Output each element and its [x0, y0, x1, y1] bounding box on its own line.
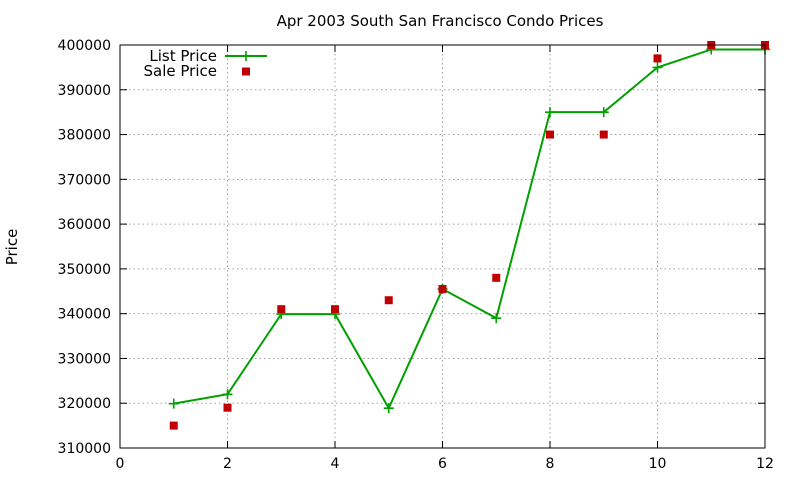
list-price-point [383, 403, 394, 414]
y-axis-label: Price [3, 229, 21, 266]
legend-label-sale-price: Sale Price [144, 62, 217, 80]
y-tick-label: 390000 [58, 83, 111, 99]
list-price-point [222, 389, 233, 400]
sale-price-point [546, 130, 554, 139]
sale-price-point [599, 130, 608, 139]
y-tick-label: 360000 [58, 217, 111, 233]
list-price-point [491, 313, 502, 324]
y-tick-label: 320000 [58, 396, 111, 412]
legend-marker-sale-price [242, 67, 250, 76]
sale-price-point [331, 305, 339, 314]
list-price-line [173, 48, 765, 411]
axis-ticks: 310000 320000 330000 340000 350000 360000 3700… [58, 38, 774, 472]
x-tick-label: 6 [438, 456, 447, 472]
legend-label-list-price: List Price [149, 47, 217, 65]
x-tick-label: 10 [649, 456, 667, 472]
x-tick-label: 4 [331, 456, 340, 472]
grid [120, 45, 765, 448]
legend: List Price Sale Price [144, 47, 267, 80]
list-price-point [168, 398, 179, 409]
y-tick-label: 380000 [58, 128, 111, 144]
list-price-point [598, 107, 609, 118]
chart-title: Apr 2003 South San Francisco Condo Price… [277, 12, 604, 30]
sale-price-point [438, 285, 447, 294]
series-layer [168, 41, 770, 430]
sale-price-point [169, 421, 178, 430]
y-tick-label: 310000 [58, 441, 111, 457]
plot-frame [119, 44, 766, 449]
y-tick-label: 330000 [58, 351, 111, 367]
sale-price-point [492, 273, 501, 282]
y-tick-label: 370000 [58, 172, 111, 188]
sale-price-point [653, 54, 662, 63]
list-price-point [652, 62, 663, 73]
sale-price-point [277, 305, 286, 314]
x-tick-label: 2 [223, 456, 232, 472]
y-tick-label: 400000 [58, 38, 111, 54]
sale-price-point [223, 403, 232, 412]
sale-price-point [384, 296, 393, 305]
y-tick-label: 350000 [58, 262, 111, 278]
x-tick-label: 0 [116, 456, 125, 472]
list-price-point [545, 107, 555, 118]
y-tick-label: 340000 [58, 307, 111, 323]
x-tick-label: 8 [546, 456, 555, 472]
x-tick-label: 12 [756, 456, 774, 472]
legend-marker-list-price [241, 51, 251, 61]
